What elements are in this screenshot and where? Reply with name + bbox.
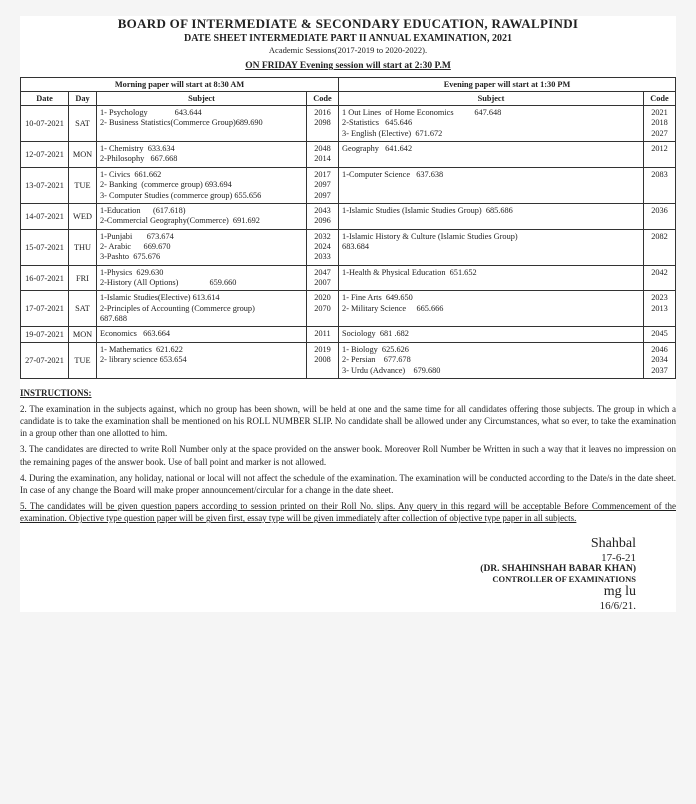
- cell-morning-subject: 1- Mathematics 621.6222- library science…: [97, 342, 307, 378]
- instruction-3: 3. The candidates are directed to write …: [20, 443, 676, 467]
- cell-day: THU: [69, 229, 97, 265]
- cell-evening-subject: 1-Health & Physical Education 651.652: [339, 265, 644, 291]
- cell-day: SAT: [69, 291, 97, 327]
- cell-evening-subject: 1- Biology 625.6262- Persian 677.6783- U…: [339, 342, 644, 378]
- table-body: 10-07-2021SAT1- Psychology 643.6442- Bus…: [21, 106, 676, 379]
- col-day: Day: [69, 92, 97, 106]
- signatory-name: (DR. SHAHINSHAH BABAR KHAN): [20, 564, 636, 574]
- date-sheet-subtitle: DATE SHEET INTERMEDIATE PART II ANNUAL E…: [20, 33, 676, 44]
- signature-date-2: 16/6/21.: [20, 600, 636, 612]
- cell-evening-code: 2083: [643, 167, 675, 203]
- col-code-evening: Code: [643, 92, 675, 106]
- cell-date: 12-07-2021: [21, 142, 69, 168]
- board-title: BOARD OF INTERMEDIATE & SECONDARY EDUCAT…: [20, 16, 676, 32]
- cell-date: 15-07-2021: [21, 229, 69, 265]
- cell-date: 16-07-2021: [21, 265, 69, 291]
- cell-evening-code: 202120182027: [643, 106, 675, 142]
- instructions-heading: INSTRUCTIONS:: [20, 388, 92, 398]
- signature-scribble: Shahbal: [20, 536, 636, 552]
- morning-session-header: Morning paper will start at 8:30 AM: [21, 78, 339, 92]
- cell-morning-code: 2011: [307, 327, 339, 342]
- cell-morning-code: 203220242033: [307, 229, 339, 265]
- instruction-5: 5. The candidates will be given question…: [20, 500, 676, 524]
- cell-morning-code: 20432096: [307, 203, 339, 229]
- friday-note: ON FRIDAY Evening session will start at …: [20, 61, 676, 71]
- instructions-block: INSTRUCTIONS: 2. The examination in the …: [20, 387, 676, 524]
- cell-morning-subject: 1-Education (617.618)2-Commercial Geogra…: [97, 203, 307, 229]
- cell-evening-code: 204620342037: [643, 342, 675, 378]
- table-row: 12-07-2021MON1- Chemistry 633.6342-Philo…: [21, 142, 676, 168]
- cell-evening-code: 20232013: [643, 291, 675, 327]
- cell-morning-code: 20162098: [307, 106, 339, 142]
- cell-morning-subject: 1-Punjabi 673.6742- Arabic 669.6703-Pash…: [97, 229, 307, 265]
- table-row: 15-07-2021THU1-Punjabi 673.6742- Arabic …: [21, 229, 676, 265]
- col-code-morning: Code: [307, 92, 339, 106]
- cell-evening-code: 2036: [643, 203, 675, 229]
- cell-day: WED: [69, 203, 97, 229]
- col-date: Date: [21, 92, 69, 106]
- cell-evening-subject: 1- Fine Arts 649.6502- Military Science …: [339, 291, 644, 327]
- cell-evening-subject: 1-Computer Science 637.638: [339, 167, 644, 203]
- cell-evening-subject: 1-Islamic Studies (Islamic Studies Group…: [339, 203, 644, 229]
- table-row: 16-07-2021FRI1-Physics 629.6302-History …: [21, 265, 676, 291]
- table-row: 13-07-2021TUE1- Civics 661.6622- Banking…: [21, 167, 676, 203]
- cell-morning-code: 20202070: [307, 291, 339, 327]
- cell-date: 14-07-2021: [21, 203, 69, 229]
- cell-morning-code: 201720972097: [307, 167, 339, 203]
- cell-day: FRI: [69, 265, 97, 291]
- academic-sessions: Academic Sessions(2017-2019 to 2020-2022…: [20, 45, 676, 55]
- cell-date: 13-07-2021: [21, 167, 69, 203]
- cell-day: MON: [69, 142, 97, 168]
- cell-morning-subject: Economics 663.664: [97, 327, 307, 342]
- cell-date: 17-07-2021: [21, 291, 69, 327]
- document-header: BOARD OF INTERMEDIATE & SECONDARY EDUCAT…: [20, 16, 676, 71]
- cell-evening-subject: 1-Islamic History & Culture (Islamic Stu…: [339, 229, 644, 265]
- cell-evening-code: 2045: [643, 327, 675, 342]
- table-row: 27-07-2021TUE1- Mathematics 621.6222- li…: [21, 342, 676, 378]
- cell-day: MON: [69, 327, 97, 342]
- cell-date: 27-07-2021: [21, 342, 69, 378]
- cell-morning-subject: 1-Islamic Studies(Elective) 613.6142-Pri…: [97, 291, 307, 327]
- cell-date: 10-07-2021: [21, 106, 69, 142]
- cell-morning-code: 20472007: [307, 265, 339, 291]
- date-sheet-table: Morning paper will start at 8:30 AM Even…: [20, 77, 676, 379]
- cell-morning-code: 20482014: [307, 142, 339, 168]
- signature-date-1: 17-6-21: [20, 552, 636, 564]
- cell-evening-code: 2042: [643, 265, 675, 291]
- table-row: 10-07-2021SAT1- Psychology 643.6442- Bus…: [21, 106, 676, 142]
- cell-evening-code: 2012: [643, 142, 675, 168]
- cell-evening-subject: Geography 641.642: [339, 142, 644, 168]
- cell-day: SAT: [69, 106, 97, 142]
- table-row: 14-07-2021WED1-Education (617.618)2-Comm…: [21, 203, 676, 229]
- signature-block: Shahbal 17-6-21 (DR. SHAHINSHAH BABAR KH…: [20, 536, 676, 612]
- cell-morning-subject: 1- Civics 661.6622- Banking (commerce gr…: [97, 167, 307, 203]
- cell-day: TUE: [69, 342, 97, 378]
- cell-evening-code: 2082: [643, 229, 675, 265]
- signatory-role: CONTROLLER OF EXAMINATIONS: [20, 574, 636, 584]
- table-row: 17-07-2021SAT1-Islamic Studies(Elective)…: [21, 291, 676, 327]
- table-row: 19-07-2021MONEconomics 663.6642011Sociol…: [21, 327, 676, 342]
- instruction-4: 4. During the examination, any holiday, …: [20, 472, 676, 496]
- cell-morning-code: 20192008: [307, 342, 339, 378]
- cell-evening-subject: Sociology 681 .682: [339, 327, 644, 342]
- cell-morning-subject: 1- Psychology 643.6442- Business Statist…: [97, 106, 307, 142]
- instruction-2: 2. The examination in the subjects again…: [20, 403, 676, 439]
- document-page: BOARD OF INTERMEDIATE & SECONDARY EDUCAT…: [20, 16, 676, 612]
- cell-evening-subject: 1 Out Lines of Home Economics 647.6482-S…: [339, 106, 644, 142]
- cell-morning-subject: 1-Physics 629.6302-History (All Options)…: [97, 265, 307, 291]
- cell-morning-subject: 1- Chemistry 633.6342-Philosophy 667.668: [97, 142, 307, 168]
- evening-session-header: Evening paper will start at 1:30 PM: [339, 78, 676, 92]
- cell-day: TUE: [69, 167, 97, 203]
- signature-scribble-2: mg lu: [20, 584, 636, 600]
- col-subject-morning: Subject: [97, 92, 307, 106]
- cell-date: 19-07-2021: [21, 327, 69, 342]
- col-subject-evening: Subject: [339, 92, 644, 106]
